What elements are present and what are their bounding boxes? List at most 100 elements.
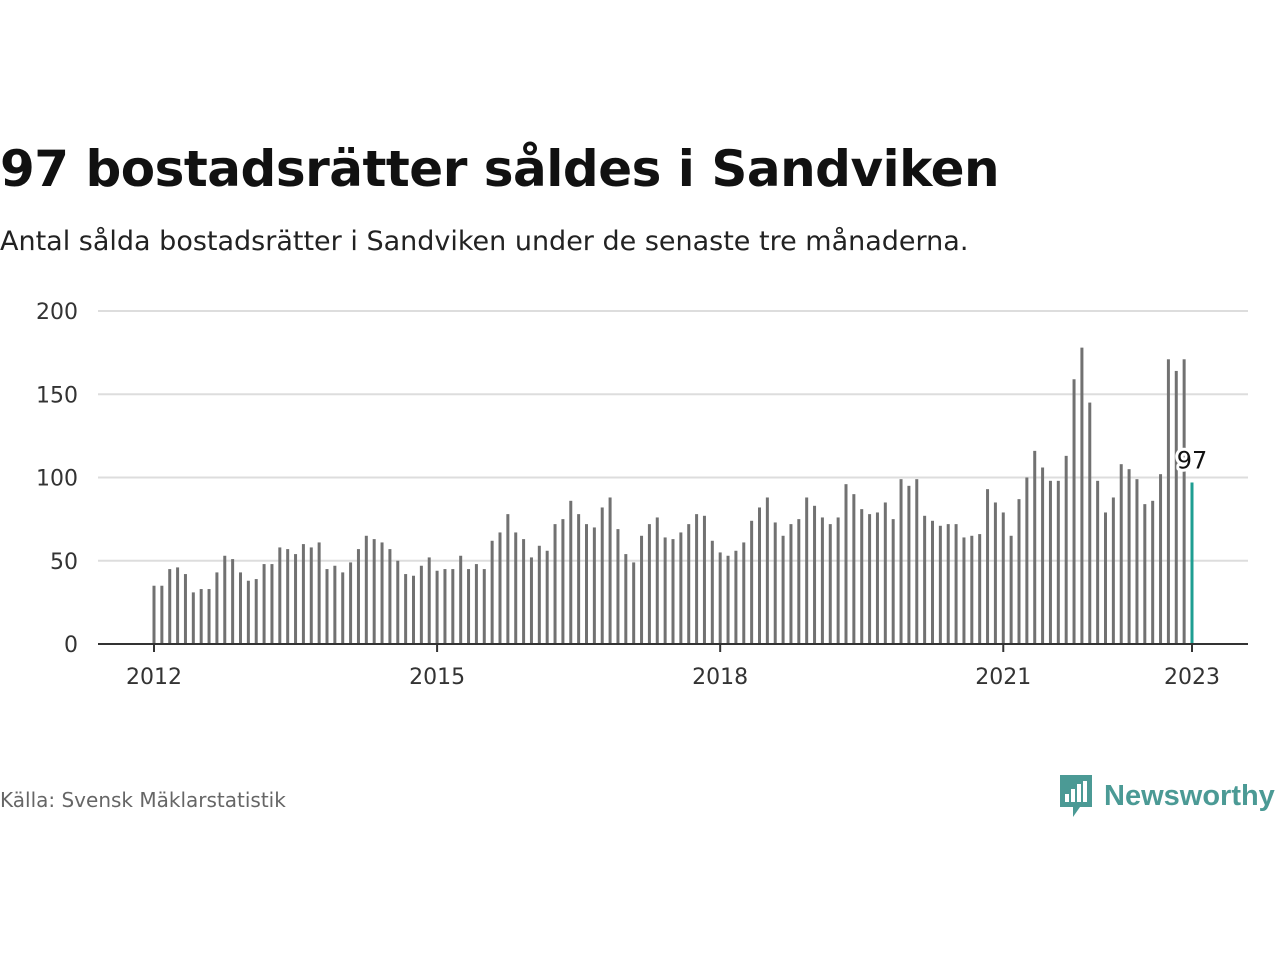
bar: [577, 514, 581, 644]
bar: [514, 532, 518, 644]
y-tick-label: 0: [64, 633, 78, 658]
bar: [600, 507, 604, 644]
bar: [765, 497, 769, 644]
bar: [852, 494, 856, 644]
bar: [372, 539, 376, 644]
bar: [789, 524, 793, 644]
bar-highlighted: [1190, 482, 1194, 644]
bar: [443, 569, 447, 644]
bar: [419, 565, 423, 644]
bar: [710, 540, 714, 644]
bar: [813, 505, 817, 644]
bar: [844, 484, 848, 644]
bar: [836, 517, 840, 644]
bar: [883, 502, 887, 644]
bar: [899, 479, 903, 644]
bar: [294, 554, 298, 644]
y-tick-label: 200: [36, 300, 78, 325]
bar: [993, 502, 997, 644]
bar: [364, 535, 368, 644]
bar: [270, 564, 274, 644]
bar: [702, 515, 706, 644]
bar: [262, 564, 266, 644]
bar: [309, 547, 313, 644]
bar: [380, 542, 384, 644]
bar: [592, 527, 596, 644]
bar: [978, 534, 982, 644]
bar: [1143, 504, 1147, 644]
bar: [624, 554, 628, 644]
bar: [254, 579, 258, 644]
bar: [663, 537, 667, 644]
bar: [191, 592, 195, 644]
bar: [828, 524, 832, 644]
bar: [931, 520, 934, 644]
bar: [891, 519, 895, 644]
bar: [655, 517, 659, 644]
bar: [986, 489, 990, 644]
highlight-value-label: 97: [1177, 446, 1208, 474]
bar: [938, 525, 942, 644]
bar: [537, 545, 541, 644]
bar: [1088, 402, 1092, 644]
bar: [404, 574, 408, 644]
bar: [726, 555, 730, 644]
bar: [388, 549, 392, 644]
bar: [1174, 370, 1178, 644]
bar: [459, 555, 463, 644]
bar: [954, 524, 958, 644]
bar: [695, 514, 699, 644]
bar: [317, 542, 321, 644]
bar: [687, 524, 691, 644]
bar: [608, 497, 612, 644]
y-tick-label: 150: [36, 383, 78, 408]
bar: [773, 522, 777, 644]
bar: [1104, 512, 1107, 644]
bar: [199, 589, 203, 644]
bar: [1111, 497, 1115, 644]
bar: [490, 540, 494, 644]
bar: [1080, 347, 1084, 644]
bar: [820, 517, 824, 644]
bar: [301, 544, 305, 644]
bar: [923, 515, 927, 644]
x-tick-label: 2023: [1164, 665, 1220, 690]
bar: [718, 552, 722, 644]
bar: [1135, 479, 1139, 644]
bar: [474, 564, 478, 644]
bars: [152, 347, 1194, 644]
bar: [215, 572, 219, 644]
bar: [585, 524, 588, 644]
bar: [427, 557, 431, 644]
bar: [451, 569, 455, 644]
bar: [970, 535, 974, 644]
bar: [412, 575, 415, 644]
chart-subtitle: Antal sålda bostadsrätter i Sandviken un…: [0, 226, 969, 257]
bar: [356, 549, 360, 644]
bar: [907, 485, 911, 644]
bar: [1182, 359, 1186, 644]
x-tick-label: 2018: [692, 665, 748, 690]
bar: [1096, 480, 1100, 644]
bar: [1151, 500, 1155, 644]
bar: [435, 570, 439, 644]
bar: [1017, 499, 1021, 644]
bar: [341, 572, 345, 644]
bar: [1064, 455, 1068, 644]
bar: [1041, 467, 1045, 644]
bar: [325, 569, 329, 644]
bar: [868, 514, 872, 644]
bar: [750, 520, 754, 644]
bar: [1119, 464, 1123, 644]
bar: [160, 585, 164, 644]
y-tick-label: 100: [36, 467, 78, 492]
bar: [529, 557, 533, 644]
bar: [781, 535, 785, 644]
bar: [506, 514, 510, 644]
bar: [183, 574, 187, 644]
bar: [734, 550, 738, 644]
bar: [742, 542, 746, 644]
bar: [349, 562, 353, 644]
chart-title: 97 bostadsrätter såldes i Sandviken: [0, 140, 1000, 198]
bar: [1159, 474, 1163, 644]
